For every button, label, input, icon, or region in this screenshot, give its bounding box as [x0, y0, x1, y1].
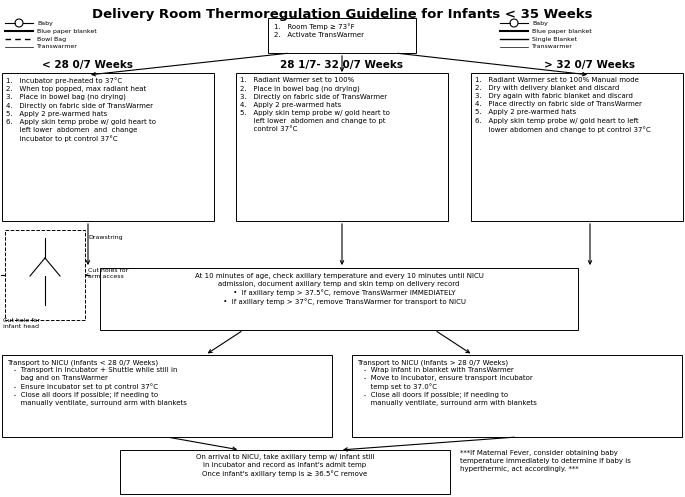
- Text: Delivery Room Thermoregulation Guideline for Infants < 35 Weeks: Delivery Room Thermoregulation Guideline…: [92, 8, 593, 21]
- Text: 1.   Incubator pre-heated to 37°C
2.   When top popped, max radiant heat
3.   Pl: 1. Incubator pre-heated to 37°C 2. When …: [6, 77, 156, 142]
- Text: Single Blanket: Single Blanket: [532, 36, 577, 42]
- Bar: [352, 355, 682, 437]
- Bar: [471, 73, 683, 221]
- Text: 1.   Radiant Warmer set to 100% Manual mode
2.   Dry with delivery blanket and d: 1. Radiant Warmer set to 100% Manual mod…: [475, 77, 651, 133]
- Bar: [120, 450, 450, 494]
- Text: ***If Maternal Fever, consider obtaining baby
temperature immediately to determi: ***If Maternal Fever, consider obtaining…: [460, 450, 631, 472]
- Bar: [268, 18, 416, 53]
- Text: Blue paper blanket: Blue paper blanket: [532, 28, 592, 33]
- Text: 1.   Room Temp ≥ 73°F
2.   Activate TransWarmer: 1. Room Temp ≥ 73°F 2. Activate TransWar…: [274, 23, 364, 38]
- Text: < 28 0/7 Weeks: < 28 0/7 Weeks: [42, 60, 134, 70]
- Text: Cut hole for
infant head: Cut hole for infant head: [3, 318, 40, 329]
- Bar: [2, 73, 214, 221]
- Text: Blue paper blanket: Blue paper blanket: [37, 28, 97, 33]
- Text: > 32 0/7 Weeks: > 32 0/7 Weeks: [545, 60, 636, 70]
- Text: On arrival to NICU, take axillary temp w/ infant still
in incubator and record a: On arrival to NICU, take axillary temp w…: [196, 454, 374, 477]
- Bar: [236, 73, 448, 221]
- Text: Transwarmer: Transwarmer: [532, 45, 573, 50]
- Text: Baby: Baby: [37, 20, 53, 25]
- Text: Drawstring: Drawstring: [88, 235, 123, 240]
- Bar: [100, 268, 578, 330]
- Text: Cut holes for
arm access: Cut holes for arm access: [85, 268, 128, 279]
- Text: 1.   Radiant Warmer set to 100%
2.   Place in bowel bag (no drying)
3.   Directl: 1. Radiant Warmer set to 100% 2. Place i…: [240, 77, 390, 132]
- Text: 28 1/7- 32 0/7 Weeks: 28 1/7- 32 0/7 Weeks: [280, 60, 403, 70]
- Text: Transwarmer: Transwarmer: [37, 45, 78, 50]
- Text: Transport to NICU (Infants > 28 0/7 Weeks)
   -  Wrap infant in blanket with Tra: Transport to NICU (Infants > 28 0/7 Week…: [357, 359, 537, 406]
- Text: Transport to NICU (Infants < 28 0/7 Weeks)
   -  Transport in Incubator + Shuttl: Transport to NICU (Infants < 28 0/7 Week…: [7, 359, 187, 406]
- Text: Baby: Baby: [532, 20, 548, 25]
- Bar: [5, 230, 85, 320]
- Text: At 10 minutes of age, check axillary temperature and every 10 minutes until NICU: At 10 minutes of age, check axillary tem…: [195, 273, 484, 305]
- Bar: [2, 355, 332, 437]
- Text: Bowl Bag: Bowl Bag: [37, 36, 66, 42]
